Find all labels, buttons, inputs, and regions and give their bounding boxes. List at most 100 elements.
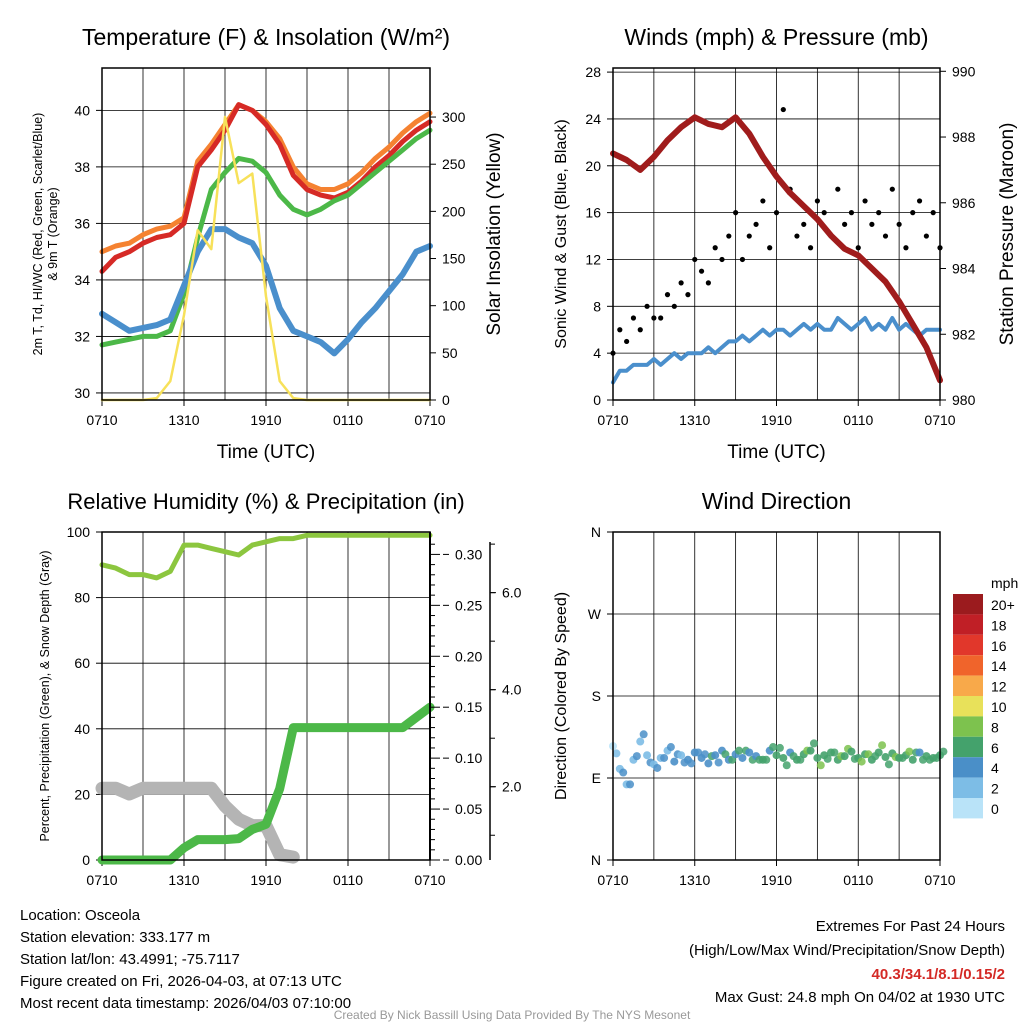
y-tick-label: 0 — [82, 852, 90, 868]
chart-title: Wind Direction — [702, 488, 852, 514]
plot-border — [101, 67, 431, 401]
gust-point — [719, 256, 725, 263]
x-tick-label: 0710 — [924, 412, 955, 428]
x-tick-label: 0710 — [86, 412, 117, 428]
x-tick-label: 0110 — [333, 412, 363, 428]
panel-4: N E S W N 0710 1310 1910 0110 0710 Wind Direction D… — [553, 488, 1018, 888]
y-tick-label: 60 — [74, 655, 90, 671]
gust-point — [780, 106, 786, 113]
max-gust: Max Gust: 24.8 mph On 04/02 at 1930 UTC — [714, 989, 1005, 1006]
direction-point — [782, 761, 791, 770]
colorbar-label: 10 — [991, 699, 1007, 715]
gust-point — [848, 210, 855, 216]
y2-tick-label: 0.05 — [455, 801, 482, 817]
y-tick-label: 36 — [74, 215, 90, 231]
y-tick-label: N — [591, 852, 601, 868]
extremes-title: Extremes For Past 24 Hours — [815, 918, 1005, 935]
footer-elevation: Station elevation: 333.177 m — [20, 929, 211, 946]
direction-point — [704, 759, 713, 768]
y2-tick-label: 100 — [442, 298, 466, 314]
colorbar-swatch — [953, 777, 983, 798]
direction-point — [847, 747, 856, 756]
y2-tick-label: 250 — [442, 156, 466, 172]
series-line-relative-humidity — [99, 532, 433, 581]
direction-point — [830, 748, 839, 757]
y2-tick-label: 0.20 — [455, 648, 482, 664]
direction-point — [670, 757, 679, 766]
direction-point — [881, 753, 890, 762]
x-tick-label: 1910 — [250, 412, 281, 428]
gust-point — [698, 268, 705, 274]
gust-point — [685, 292, 691, 298]
direction-point — [619, 768, 628, 777]
direction-point — [762, 755, 771, 764]
gust-point — [923, 233, 929, 239]
series-line-station-pressure — [610, 114, 943, 384]
gust-point — [651, 315, 657, 321]
direction-point — [905, 747, 914, 756]
colorbar-swatch — [953, 716, 983, 737]
direction-point — [666, 743, 675, 752]
y-axis-label: Percent, Precipitation (Green), & Snow D… — [38, 550, 52, 841]
direction-point — [677, 751, 686, 760]
y-tick-label: 100 — [67, 524, 91, 540]
y2-tick-label: 300 — [442, 109, 466, 125]
y2-axis-label: Station Pressure (Maroon) — [997, 123, 1018, 346]
x-tick-label: 1310 — [679, 412, 710, 428]
colorbar-label: 4 — [991, 760, 999, 776]
gust-point — [664, 292, 671, 298]
chart-title: Relative Humidity (%) & Precipitation (i… — [67, 489, 464, 514]
x-tick-label: 1910 — [761, 872, 792, 888]
y2-tick-label: 0.30 — [455, 546, 482, 562]
direction-point — [915, 748, 924, 757]
x-tick-label: 0710 — [597, 872, 628, 888]
y-tick-label: 32 — [74, 328, 90, 344]
footer-recent: Most recent data timestamp: 2026/04/03 0… — [20, 995, 352, 1012]
plot-border — [612, 531, 941, 861]
colorbar-label: 20+ — [991, 597, 1015, 613]
direction-point — [769, 743, 778, 752]
direction-point — [632, 752, 641, 761]
direction-point — [660, 753, 669, 762]
gust-point — [807, 245, 814, 251]
gust-point — [814, 198, 820, 204]
series-line-2m-t — [99, 102, 433, 274]
x-tick-label: 0110 — [843, 412, 873, 428]
colorbar-swatch — [953, 757, 983, 778]
panel-1: 30 32 34 36 38 40 0710 1310 1910 0110 0710 Temperat… — [31, 24, 505, 463]
gust-point — [637, 327, 643, 333]
y2-tick-label: 986 — [952, 195, 976, 211]
gust-point — [678, 280, 684, 286]
x-tick-label: 0710 — [597, 412, 628, 428]
gust-point — [630, 315, 637, 321]
direction-point — [878, 741, 887, 750]
footer-created: Figure created on Fri, 2026-04-03, at 07… — [20, 973, 342, 990]
y2-tick-label: 50 — [442, 345, 458, 361]
colorbar-label: 6 — [991, 740, 999, 756]
direction-point — [939, 747, 948, 756]
direction-point — [840, 752, 849, 761]
x-axis-label: Time (UTC) — [217, 442, 316, 463]
gust-point — [889, 186, 895, 192]
y-tick-label: 40 — [74, 102, 90, 118]
x-axis-label: Time (UTC) — [727, 442, 826, 463]
series-line-sonic-wind — [611, 316, 942, 385]
y-tick-label: W — [588, 606, 602, 622]
gust-point — [896, 221, 902, 227]
x-tick-label: 0710 — [86, 872, 117, 888]
gust-point — [746, 233, 752, 239]
y-tick-label: 80 — [74, 590, 90, 606]
y2-tick-label: 0.25 — [455, 597, 482, 613]
direction-point — [874, 748, 883, 757]
footer-location: Location: Osceola — [20, 907, 141, 924]
colorbar-label: 16 — [991, 638, 1007, 654]
gust-point — [801, 221, 807, 227]
direction-point — [700, 750, 709, 759]
y-tick-label: 40 — [74, 721, 90, 737]
gust-point — [910, 210, 916, 216]
colorbar-swatch — [953, 655, 983, 676]
colorbar-label: 2 — [991, 781, 999, 797]
direction-point — [745, 748, 754, 757]
y-tick-label: 38 — [74, 159, 90, 175]
